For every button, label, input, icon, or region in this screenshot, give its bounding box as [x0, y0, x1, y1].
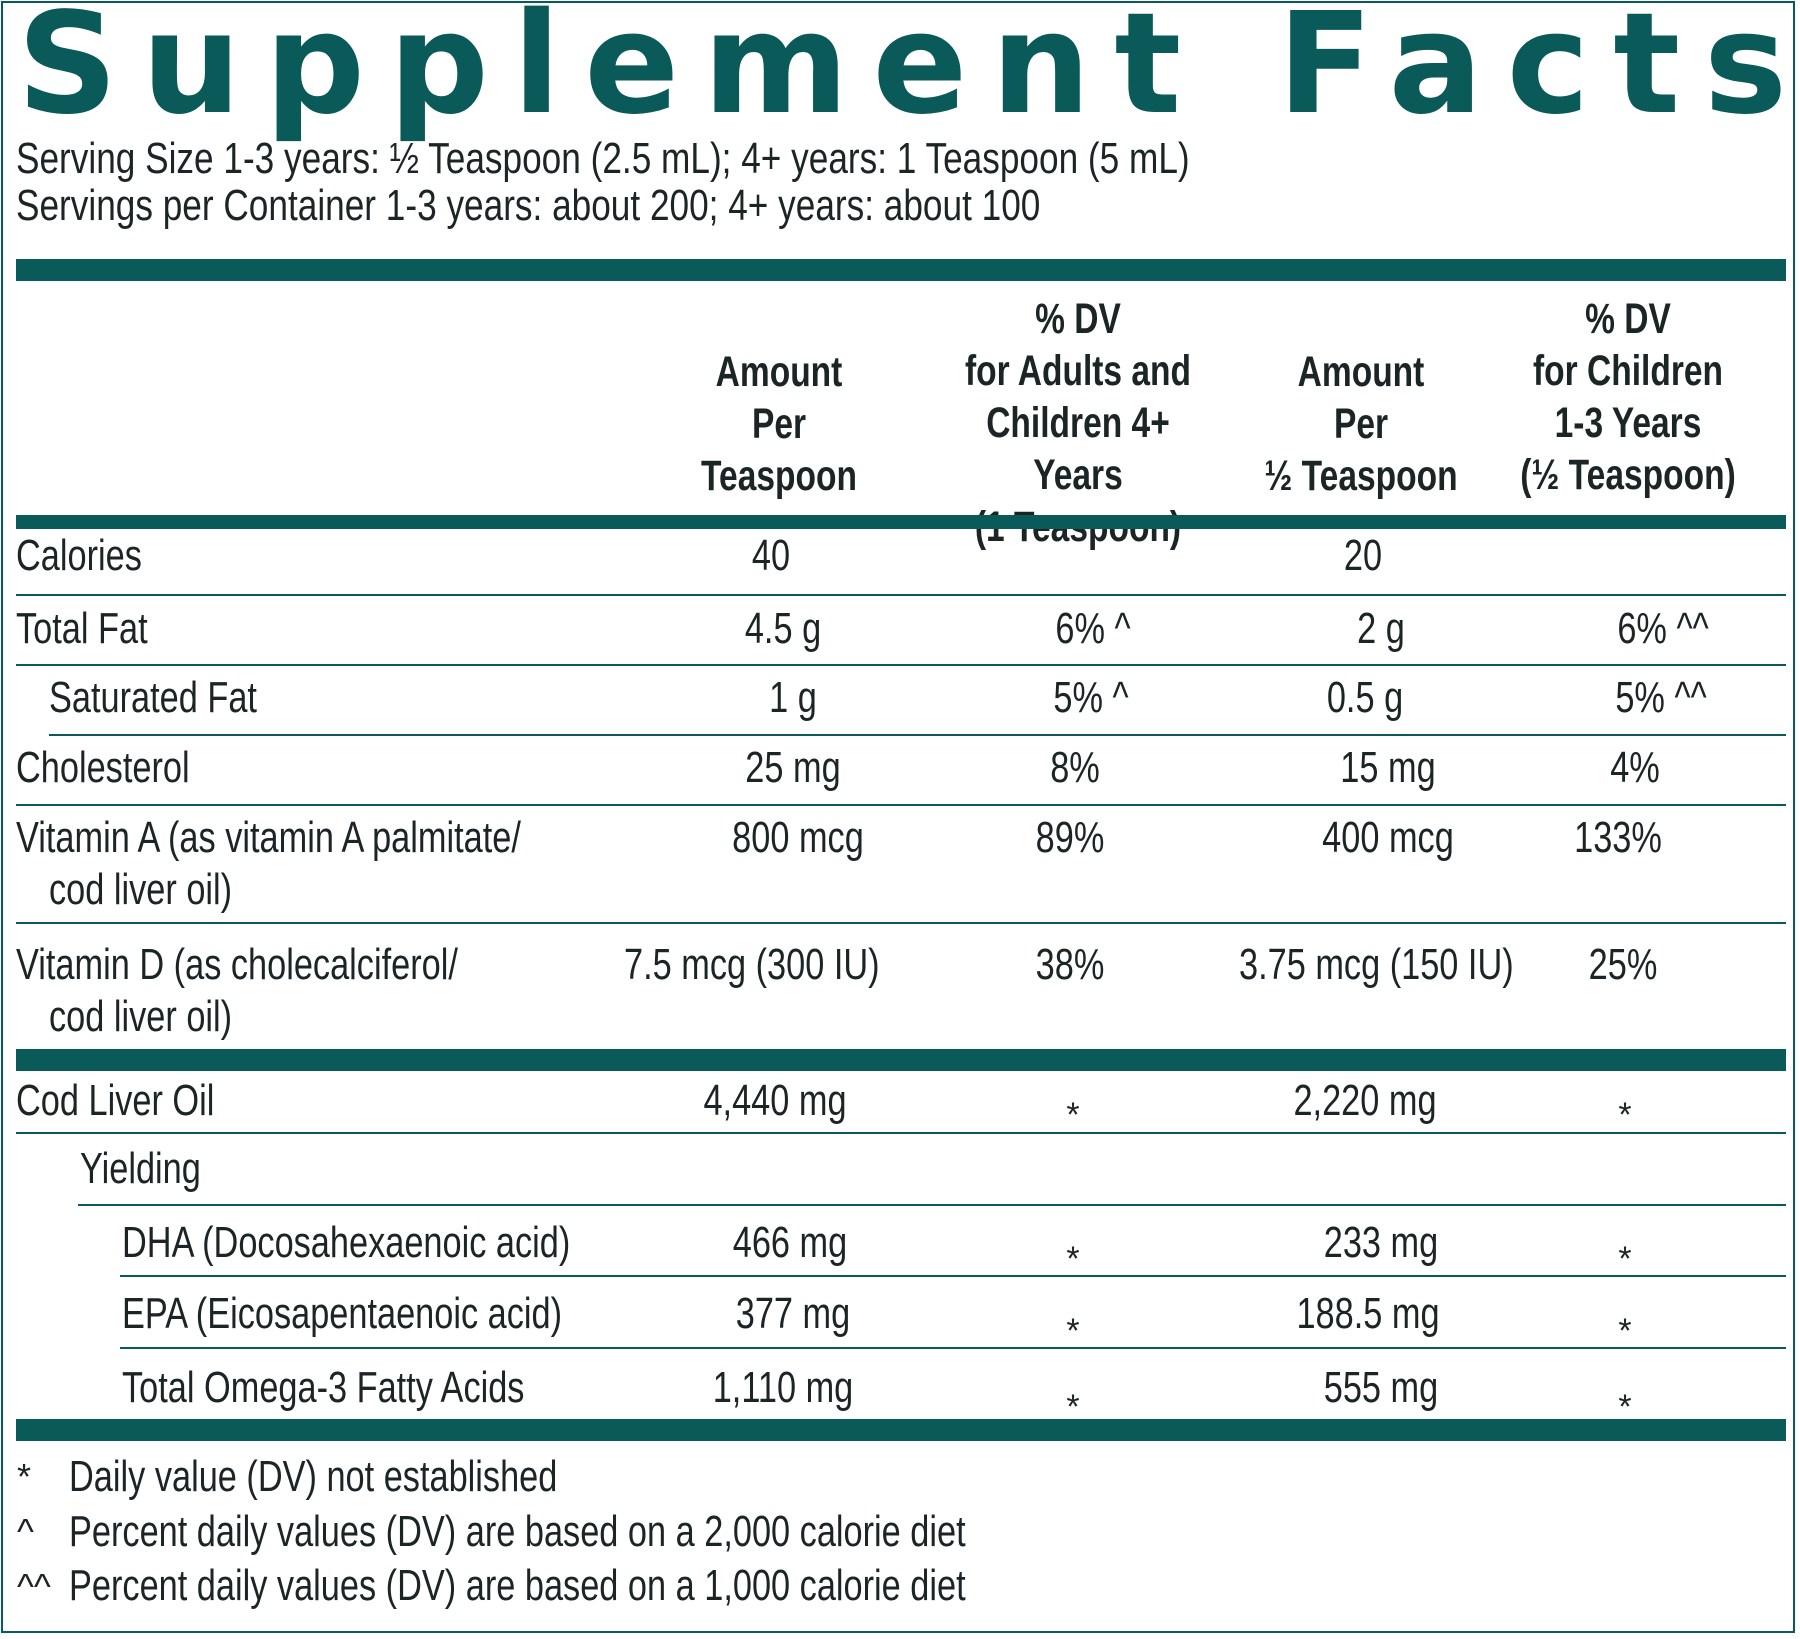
row-divider [49, 734, 1786, 736]
row-epa-dv2: * [1618, 1312, 1632, 1350]
footnote-dv-not-established: Daily value (DV) not established [69, 1452, 558, 1501]
row-label-total-fat: Total Fat [16, 604, 148, 653]
row-divider [78, 1204, 1786, 1206]
row-total-omega-3-amt2: 555 mg [1323, 1363, 1439, 1412]
footnote-symbol-double-caret: ^^ [17, 1566, 51, 1607]
row-label-dha: DHA (Docosahexaenoic acid) [122, 1218, 571, 1267]
row-epa-amt1: 377 mg [735, 1289, 851, 1338]
row-saturated-fat-dv1: 5% ^ [1053, 673, 1129, 722]
col-header-dv-adults: % DV for Adults and Children 4+ Years (1… [964, 295, 1192, 551]
row-label-vitamin-d: Vitamin D (as cholecalciferol/ [16, 940, 458, 989]
row-cod-liver-oil-amt1: 4,440 mg [703, 1076, 847, 1125]
row-total-fat-dv1: 6% ^ [1055, 604, 1131, 653]
col-header-amount-per-teaspoon: Amount Per Teaspoon [701, 348, 857, 500]
serving-size: Serving Size 1-3 years: ½ Teaspoon (2.5 … [16, 134, 1190, 183]
row-label-yielding: Yielding [80, 1144, 201, 1193]
row-calories-amt1: 40 [751, 531, 791, 580]
row-vitamin-a-dv2: 133% [1574, 813, 1662, 862]
footnote-symbol-caret: ^ [17, 1511, 34, 1552]
row-total-fat-amt1: 4.5 g [744, 604, 822, 653]
top-thick-divider [16, 259, 1786, 281]
row-total-fat-amt2: 2 g [1357, 604, 1405, 653]
mid-thick-divider [16, 1049, 1786, 1071]
row-vitamin-d-amt1: 7.5 mcg (300 IU) [624, 940, 880, 989]
panel-title: Supplement Facts [17, 0, 1800, 146]
row-saturated-fat-amt1: 1 g [769, 673, 817, 722]
col-header-dv-children: % DV for Children 1-3 Years (½ Teaspoon) [1520, 295, 1736, 499]
row-divider [16, 1132, 1786, 1134]
row-cod-liver-oil-dv1: * [1066, 1096, 1080, 1134]
row-vitamin-d-dv2: 25% [1588, 940, 1658, 989]
row-dha-amt1: 466 mg [732, 1218, 848, 1267]
row-calories-amt2: 20 [1343, 531, 1383, 580]
row-vitamin-a-amt2: 400 mcg [1322, 813, 1454, 862]
row-cod-liver-oil-dv2: * [1618, 1096, 1632, 1134]
row-divider [16, 922, 1786, 924]
row-vitamin-d-amt2: 3.75 mcg (150 IU) [1239, 940, 1514, 989]
row-epa-amt2: 188.5 mg [1296, 1289, 1440, 1338]
footnote-1000-calorie: Percent daily values (DV) are based on a… [69, 1561, 966, 1610]
row-label-vitamin-a-cont: cod liver oil) [49, 865, 233, 914]
row-label-cholesterol: Cholesterol [16, 743, 190, 792]
row-cod-liver-oil-amt2: 2,220 mg [1293, 1076, 1437, 1125]
row-total-fat-dv2: 6% ^^ [1617, 604, 1709, 653]
row-total-omega-3-dv2: * [1618, 1388, 1632, 1426]
servings-per-container: Servings per Container 1-3 years: about … [16, 181, 1041, 230]
row-label-epa: EPA (Eicosapentaenoic acid) [122, 1289, 563, 1338]
row-saturated-fat-amt2: 0.5 g [1326, 673, 1404, 722]
row-label-vitamin-d-cont: cod liver oil) [49, 992, 233, 1041]
row-label-saturated-fat: Saturated Fat [49, 673, 257, 722]
row-total-omega-3-dv1: * [1066, 1388, 1080, 1426]
row-epa-dv1: * [1066, 1312, 1080, 1350]
row-divider [16, 594, 1786, 596]
row-saturated-fat-dv2: 5% ^^ [1615, 673, 1707, 722]
row-cholesterol-dv2: 4% [1610, 743, 1660, 792]
row-cholesterol-amt1: 25 mg [745, 743, 841, 792]
row-label-vitamin-a: Vitamin A (as vitamin A palmitate/ [16, 813, 521, 862]
row-divider [120, 1347, 1786, 1349]
row-label-cod-liver-oil: Cod Liver Oil [16, 1076, 215, 1125]
row-cholesterol-dv1: 8% [1050, 743, 1100, 792]
col-header-amount-per-half-teaspoon: Amount Per ½ Teaspoon [1264, 348, 1458, 500]
row-vitamin-a-amt1: 800 mcg [732, 813, 864, 862]
row-dha-amt2: 233 mg [1323, 1218, 1439, 1267]
row-divider [16, 664, 1786, 666]
footnote-2000-calorie: Percent daily values (DV) are based on a… [69, 1507, 966, 1556]
row-vitamin-d-dv1: 38% [1035, 940, 1105, 989]
row-label-total-omega-3: Total Omega-3 Fatty Acids [122, 1363, 525, 1412]
row-vitamin-a-dv1: 89% [1035, 813, 1105, 862]
row-cholesterol-amt2: 15 mg [1340, 743, 1436, 792]
row-dha-dv2: * [1618, 1240, 1632, 1278]
bottom-thick-divider [16, 1419, 1786, 1441]
row-divider [16, 804, 1786, 806]
row-dha-dv1: * [1066, 1240, 1080, 1278]
row-total-omega-3-amt1: 1,110 mg [712, 1363, 854, 1412]
row-divider [120, 1275, 1786, 1277]
row-label-calories: Calories [16, 531, 142, 580]
header-divider [16, 515, 1786, 529]
footnote-symbol-asterisk: * [17, 1456, 32, 1497]
